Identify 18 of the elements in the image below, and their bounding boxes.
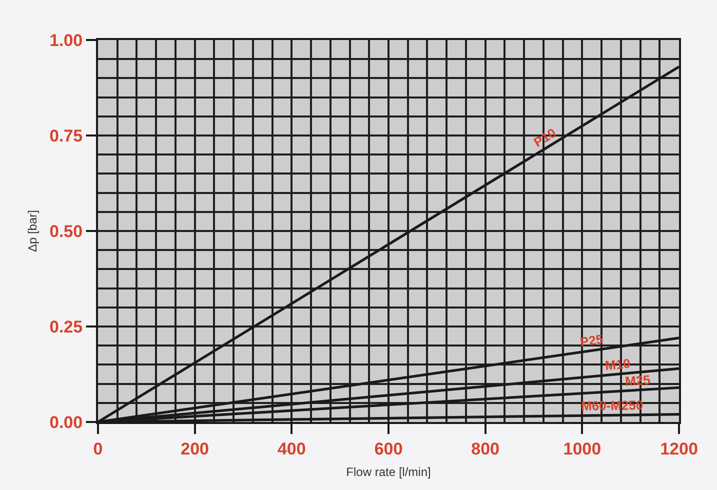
- x-tick-label: 1200: [660, 439, 698, 458]
- x-tick-label: 400: [277, 439, 306, 458]
- text: P25: [579, 331, 604, 350]
- text: M10: [604, 356, 631, 374]
- y-axis-title: Δp [bar]: [25, 210, 40, 252]
- series-label: M25: [624, 372, 651, 389]
- y-tick-label: 0.75: [50, 126, 83, 146]
- y-tick-label: 0.25: [50, 317, 83, 336]
- y-tick-label: 0.00: [50, 412, 83, 432]
- x-tick-label: 1000: [563, 439, 602, 458]
- text: P10: [531, 125, 559, 150]
- x-tick-label: 200: [180, 439, 210, 458]
- x-tick-label: 800: [471, 439, 500, 458]
- x-axis-title: Flow rate [l/min]: [346, 464, 431, 479]
- x-tick-label: 600: [374, 439, 403, 458]
- x-tick-label: 0: [93, 439, 103, 458]
- y-tick-label: 1.00: [50, 30, 83, 50]
- y-tick-label: 0.50: [50, 222, 83, 241]
